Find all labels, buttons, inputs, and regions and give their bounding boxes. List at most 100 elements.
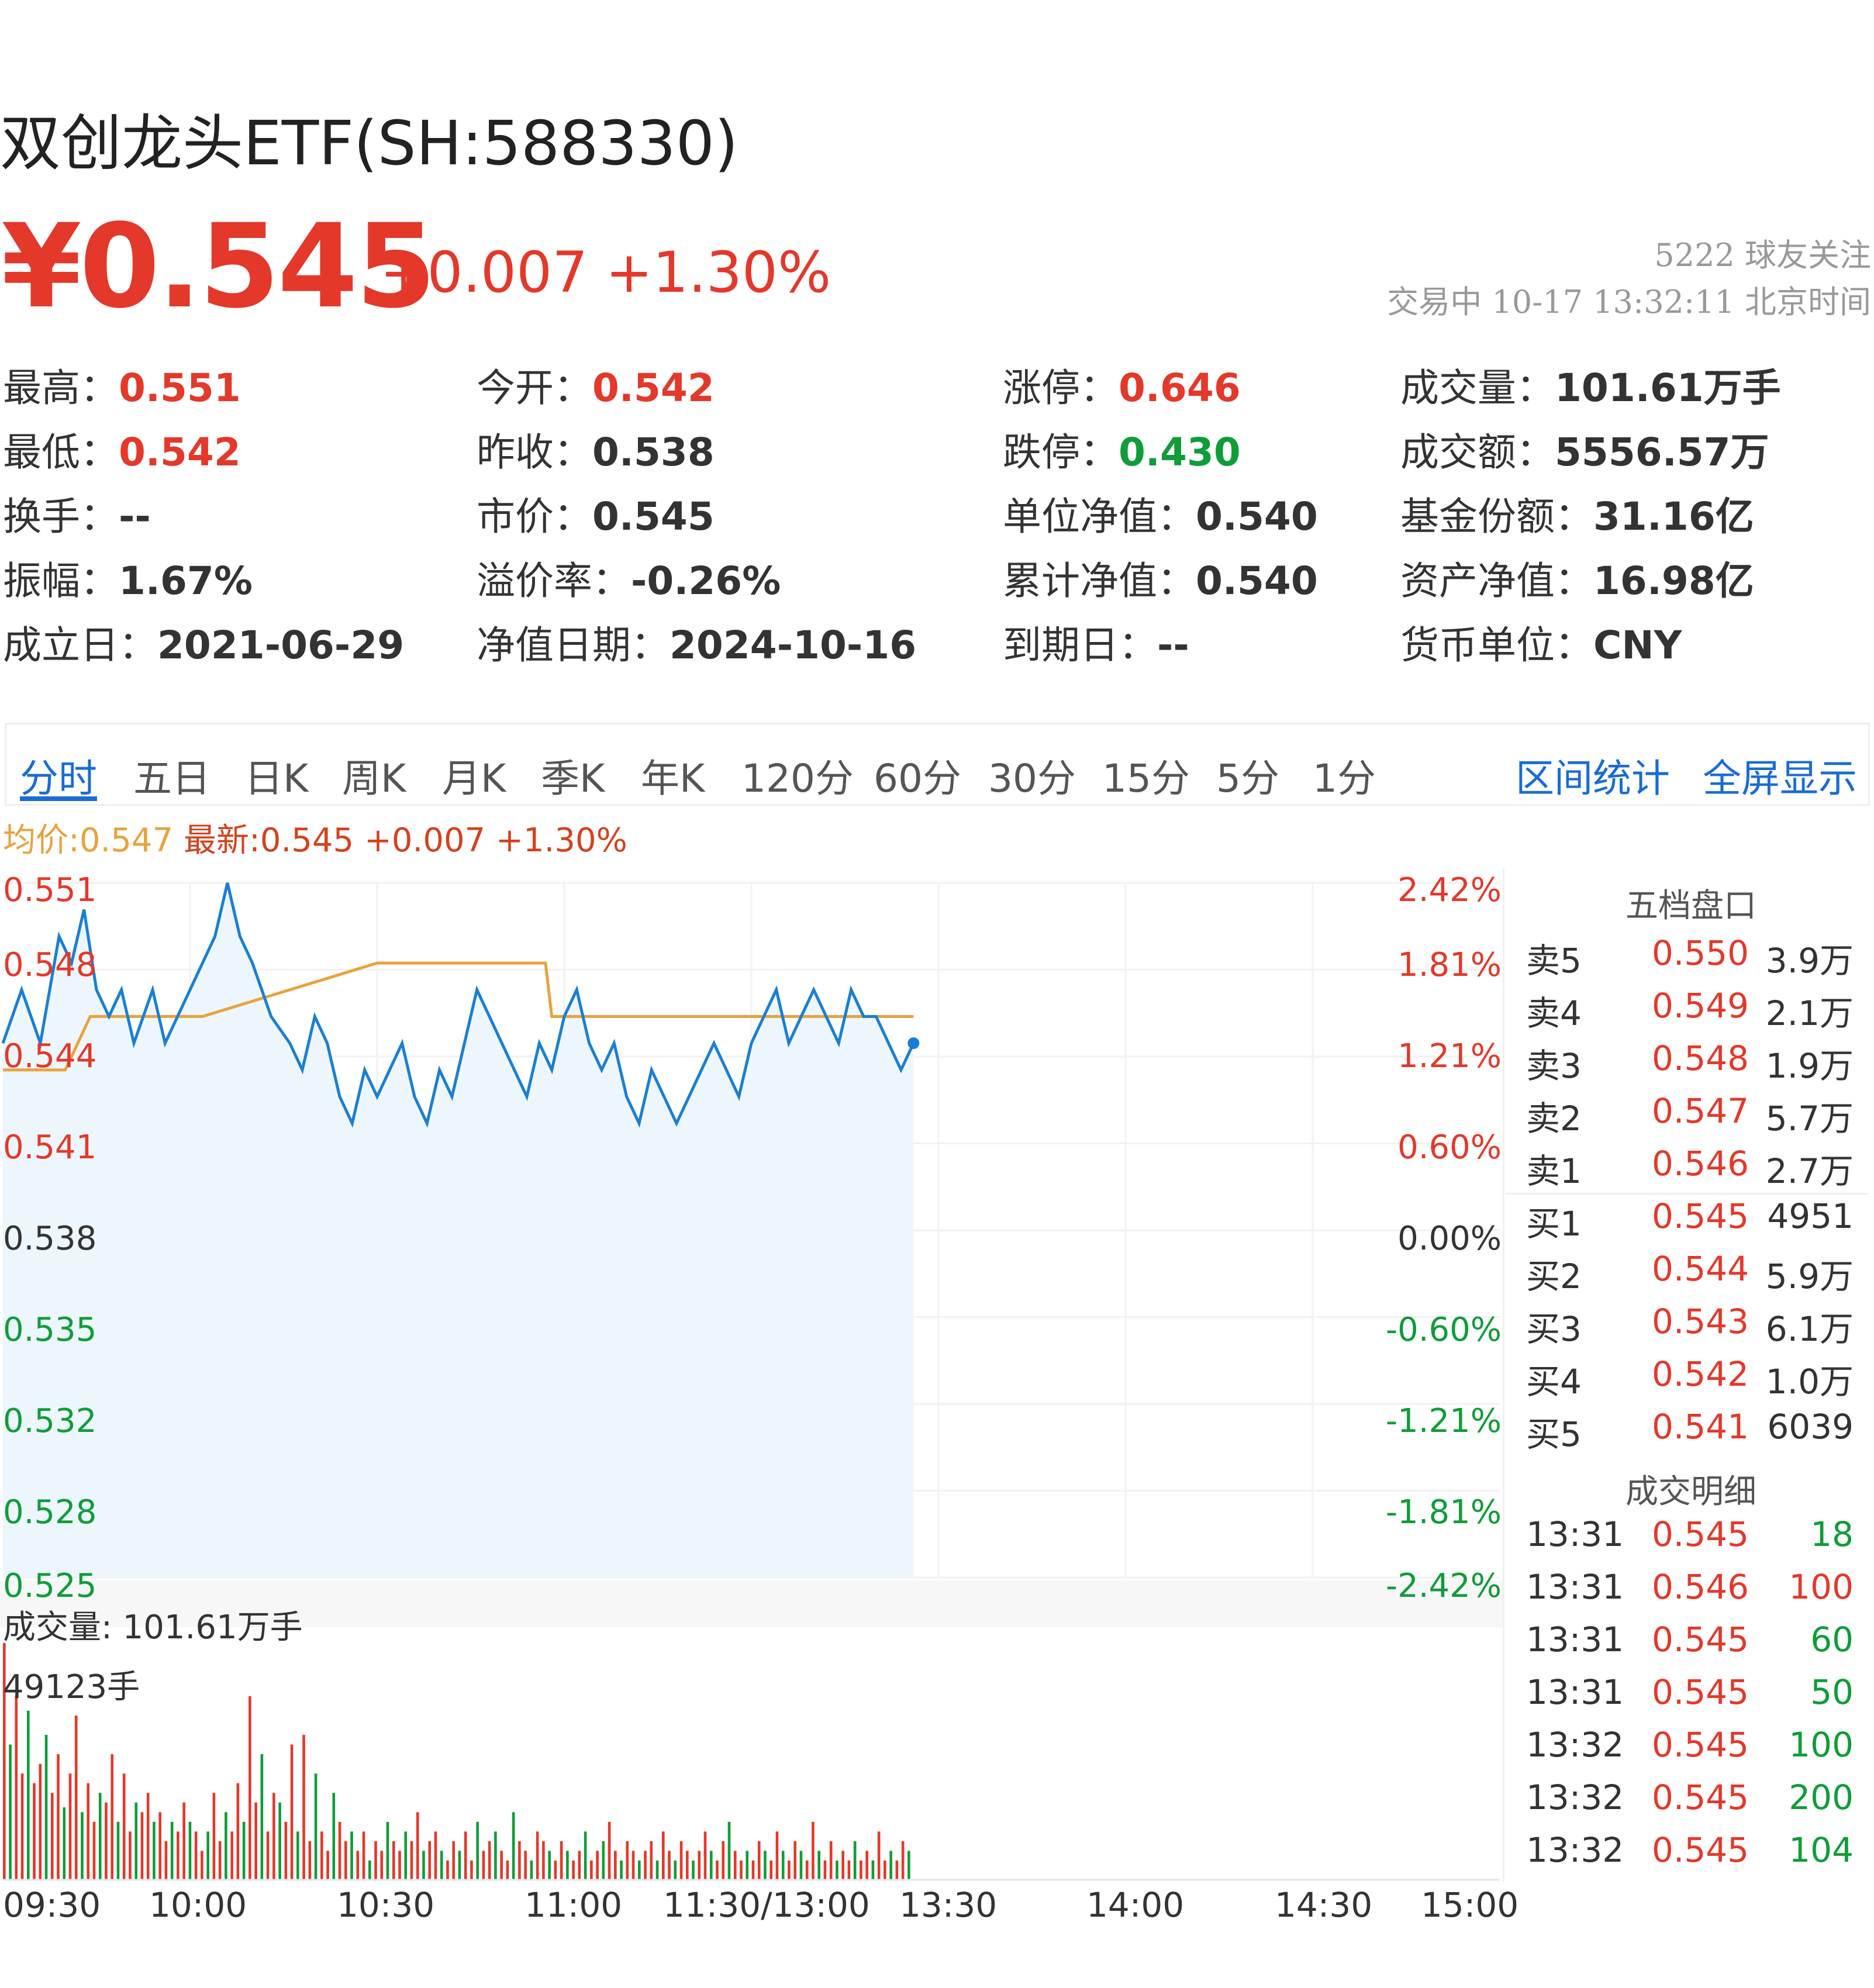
interval-stats-link[interactable]: 区间统计 xyxy=(1516,756,1670,801)
order-qty: 2.1万 xyxy=(1765,993,1854,1033)
order-qty: 6039 xyxy=(1767,1407,1854,1447)
tab-8[interactable]: 60分 xyxy=(874,756,961,801)
tab-7[interactable]: 120分 xyxy=(741,756,854,801)
volume-bar xyxy=(188,1821,192,1880)
quote-label: 到期日： xyxy=(1003,623,1157,668)
order-name: 买3 xyxy=(1526,1309,1582,1349)
volume-bar xyxy=(87,1783,90,1880)
tab-1[interactable]: 五日 xyxy=(133,756,210,801)
tab-3[interactable]: 周K xyxy=(342,756,406,801)
trade-time: 13:32 xyxy=(1526,1830,1624,1870)
percent-tick: -1.81% xyxy=(1385,1493,1502,1531)
trade-time: 13:31 xyxy=(1526,1514,1624,1554)
volume-bar xyxy=(201,1851,203,1880)
volume-bar xyxy=(440,1851,443,1880)
tab-10[interactable]: 15分 xyxy=(1102,756,1190,801)
tab-0[interactable]: 分时 xyxy=(20,756,97,801)
quote-value: -0.26% xyxy=(631,558,781,603)
volume-bar xyxy=(9,1744,12,1880)
volume-bar xyxy=(662,1831,665,1880)
quote-field: 净值日期：2024-10-16 xyxy=(477,614,916,670)
volume-bar xyxy=(386,1821,389,1880)
volume-bar xyxy=(554,1860,557,1880)
trade-time: 13:32 xyxy=(1526,1725,1624,1765)
volume-bar xyxy=(122,1773,126,1880)
volume-bar xyxy=(590,1860,593,1880)
quote-label: 最低： xyxy=(3,430,119,475)
order-price: 0.548 xyxy=(1652,1038,1749,1078)
percent-tick: -2.42% xyxy=(1385,1567,1502,1605)
fullscreen-link[interactable]: 全屏显示 xyxy=(1703,756,1857,801)
volume-bar xyxy=(446,1860,449,1880)
trade-time: 13:32 xyxy=(1526,1778,1624,1817)
volume-bar xyxy=(793,1841,797,1880)
volume-bar xyxy=(716,1860,719,1880)
trade-qty: 60 xyxy=(1810,1620,1854,1659)
trade-time: 13:31 xyxy=(1526,1620,1624,1659)
price-tick: 0.525 xyxy=(3,1567,97,1605)
volume-bar xyxy=(422,1851,425,1880)
tab-5[interactable]: 季K xyxy=(541,756,605,801)
trade-qty: 100 xyxy=(1789,1567,1854,1607)
order-qty: 5.9万 xyxy=(1765,1257,1854,1296)
quote-value: 101.61万手 xyxy=(1555,365,1781,410)
tab-6[interactable]: 年K xyxy=(641,756,705,801)
latest-price-legend: 最新:0.545 +0.007 +1.30% xyxy=(184,822,627,860)
tab-12[interactable]: 1分 xyxy=(1313,756,1376,801)
quote-field: 今开：0.542 xyxy=(477,357,715,413)
volume-bar xyxy=(249,1696,251,1880)
volume-bar xyxy=(769,1860,773,1880)
trade-qty: 200 xyxy=(1789,1778,1854,1817)
order-qty: 1.9万 xyxy=(1765,1046,1854,1086)
volume-bar xyxy=(812,1821,815,1880)
volume-bar xyxy=(20,1773,24,1880)
volume-bar xyxy=(650,1841,653,1880)
avg-price-legend: 均价:0.547 xyxy=(3,822,174,860)
quote-label: 换手： xyxy=(3,494,119,539)
quote-value: 0.540 xyxy=(1196,558,1318,603)
volume-bar xyxy=(530,1860,533,1880)
volume-bar xyxy=(230,1831,233,1880)
quote-field: 成交额：5556.57万 xyxy=(1400,421,1769,477)
followers-count[interactable]: 5222 球友关注 xyxy=(1654,237,1871,274)
order-price: 0.549 xyxy=(1652,986,1749,1026)
tab-9[interactable]: 30分 xyxy=(988,756,1076,801)
volume-bar xyxy=(428,1841,432,1880)
volume-bar xyxy=(889,1851,892,1880)
quote-field: 最低：0.542 xyxy=(3,421,241,477)
volume-bar xyxy=(236,1783,240,1880)
tab-2[interactable]: 日K xyxy=(244,756,309,801)
order-price: 0.541 xyxy=(1652,1407,1749,1447)
tab-11[interactable]: 5分 xyxy=(1216,756,1279,801)
quote-label: 货币单位： xyxy=(1400,623,1593,668)
volume-bar xyxy=(338,1821,341,1880)
volume-bar xyxy=(362,1831,365,1880)
order-name: 卖3 xyxy=(1526,1046,1582,1086)
time-tick: 11:30/13:00 xyxy=(663,1885,870,1925)
volume-bar xyxy=(907,1851,910,1880)
volume-bar xyxy=(266,1831,270,1880)
quote-value: 0.430 xyxy=(1119,430,1241,475)
quote-value: -- xyxy=(1157,623,1189,668)
volume-bar xyxy=(626,1841,629,1880)
price-tick: 0.548 xyxy=(3,946,97,984)
volume-bar xyxy=(140,1812,144,1880)
active-tab-underline xyxy=(20,796,97,801)
order-price: 0.547 xyxy=(1652,1091,1749,1131)
volume-bar xyxy=(129,1831,132,1880)
volume-bar xyxy=(290,1744,294,1880)
volume-max-label: 49123手 xyxy=(3,1668,140,1706)
volume-bar xyxy=(817,1851,821,1880)
quote-field: 涨停：0.646 xyxy=(1003,357,1241,413)
price-tick: 0.538 xyxy=(3,1220,97,1258)
volume-bar xyxy=(841,1851,844,1880)
time-tick: 11:00 xyxy=(524,1885,623,1925)
tab-4[interactable]: 月K xyxy=(442,756,506,801)
intraday-chart[interactable] xyxy=(0,865,1503,1883)
quote-value: CNY xyxy=(1593,623,1682,668)
quote-label: 净值日期： xyxy=(477,623,669,668)
volume-bar xyxy=(296,1831,299,1880)
time-tick: 14:30 xyxy=(1275,1885,1373,1925)
order-name: 买1 xyxy=(1526,1204,1582,1244)
volume-bar xyxy=(877,1831,881,1880)
